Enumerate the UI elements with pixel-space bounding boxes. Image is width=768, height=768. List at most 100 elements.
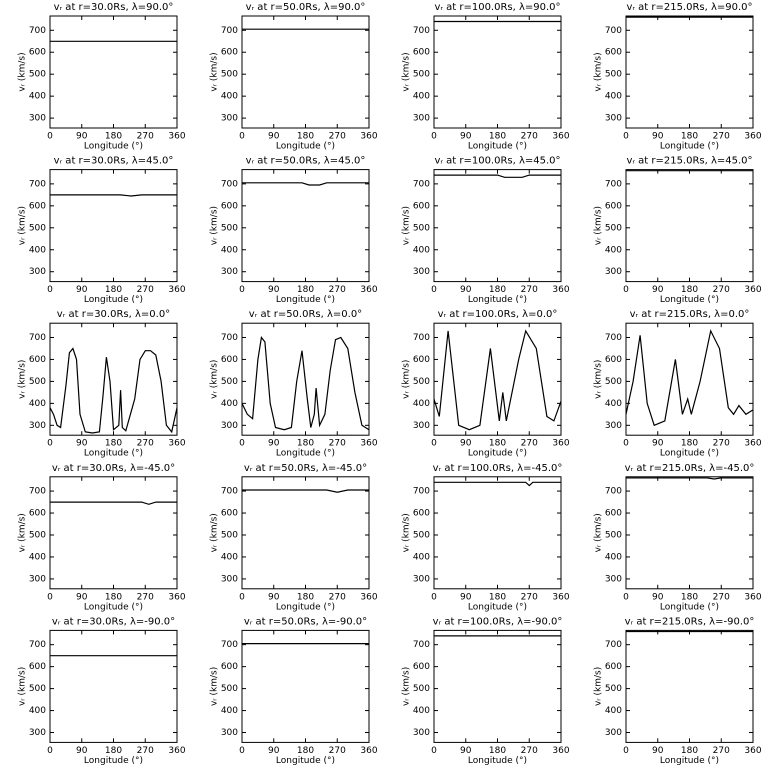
y-axis-label: vᵣ (km/s): [18, 360, 28, 399]
y-tick-label: 300: [605, 421, 622, 431]
x-tick-label: 0: [47, 285, 53, 295]
x-axis-label: Longitude (°): [84, 142, 143, 152]
y-axis-label: vᵣ (km/s): [402, 667, 412, 706]
y-axis-label: vᵣ (km/s): [594, 206, 604, 245]
x-tick-label: 360: [360, 439, 377, 449]
y-tick-label: 300: [221, 728, 238, 738]
y-tick-label: 700: [605, 487, 622, 497]
y-tick-label: 700: [413, 179, 430, 189]
x-tick-label: 270: [137, 439, 154, 449]
x-tick-label: 270: [137, 592, 154, 602]
y-tick-label: 400: [221, 706, 238, 716]
y-tick-label: 600: [221, 355, 238, 365]
plot-frame: [241, 15, 370, 129]
plot-frame: [625, 476, 754, 590]
chart-title: vᵣ at r=100.0Rs, λ=0.0°: [438, 309, 558, 320]
y-tick-label: 400: [605, 399, 622, 409]
x-tick-label: 180: [489, 439, 506, 449]
x-axis-label: Longitude (°): [468, 142, 527, 152]
x-tick-label: 270: [329, 746, 346, 756]
plot-frame: [625, 629, 754, 743]
chart-title: vᵣ at r=50.0Rs, λ=-90.0°: [244, 616, 367, 627]
y-tick-label: 300: [413, 114, 430, 124]
y-axis-label: vᵣ (km/s): [210, 206, 220, 245]
x-tick-label: 360: [552, 439, 569, 449]
x-tick-label: 180: [105, 592, 122, 602]
y-tick-label: 500: [221, 223, 238, 233]
data-line: [49, 347, 178, 434]
chart-title: vᵣ at r=215.0Rs, λ=45.0°: [626, 156, 752, 167]
chart-title: vᵣ at r=215.0Rs, λ=-45.0°: [625, 463, 755, 474]
x-tick-label: 270: [713, 592, 730, 602]
plot-frame: [241, 629, 370, 743]
chart-title: vᵣ at r=30.0Rs, λ=-45.0°: [52, 463, 175, 474]
x-tick-label: 90: [652, 592, 664, 602]
chart-title: vᵣ at r=100.0Rs, λ=45.0°: [434, 156, 560, 167]
x-axis-label: Longitude (°): [660, 295, 719, 305]
y-tick-label: 700: [221, 179, 238, 189]
y-tick-label: 600: [605, 48, 622, 58]
x-tick-label: 270: [137, 746, 154, 756]
x-tick-label: 360: [552, 746, 569, 756]
data-line: [433, 329, 562, 431]
y-tick-label: 700: [221, 487, 238, 497]
x-tick-label: 180: [681, 285, 698, 295]
y-tick-label: 400: [221, 92, 238, 102]
x-tick-label: 180: [489, 746, 506, 756]
y-tick-label: 700: [29, 487, 46, 497]
y-axis-label: vᵣ (km/s): [210, 360, 220, 399]
x-tick-label: 0: [47, 132, 53, 142]
chart-title: vᵣ at r=30.0Rs, λ=90.0°: [54, 2, 174, 13]
x-tick-label: 90: [268, 746, 280, 756]
x-tick-label: 360: [744, 132, 761, 142]
y-tick-label: 600: [605, 509, 622, 519]
y-axis-label: vᵣ (km/s): [594, 667, 604, 706]
y-tick-label: 400: [29, 245, 46, 255]
x-axis-label: Longitude (°): [660, 756, 719, 766]
data-line: [242, 489, 369, 493]
y-tick-label: 300: [29, 421, 46, 431]
x-tick-label: 270: [713, 439, 730, 449]
x-tick-label: 90: [268, 592, 280, 602]
chart-title: vᵣ at r=215.0Rs, λ=0.0°: [630, 309, 750, 320]
plot-frame: [49, 629, 178, 743]
plot-frame: [433, 476, 562, 590]
y-tick-label: 500: [413, 223, 430, 233]
x-tick-label: 0: [239, 592, 245, 602]
y-axis-label: vᵣ (km/s): [210, 513, 220, 552]
x-tick-label: 270: [329, 285, 346, 295]
data-line: [434, 481, 561, 487]
y-tick-label: 400: [221, 399, 238, 409]
x-tick-label: 0: [431, 132, 437, 142]
x-tick-label: 180: [297, 439, 314, 449]
y-axis-label: vᵣ (km/s): [402, 206, 412, 245]
x-tick-label: 0: [239, 132, 245, 142]
y-tick-label: 700: [29, 333, 46, 343]
y-tick-label: 500: [221, 530, 238, 540]
chart-title: vᵣ at r=50.0Rs, λ=-45.0°: [244, 463, 367, 474]
x-axis-label: Longitude (°): [468, 602, 527, 612]
y-tick-label: 400: [413, 92, 430, 102]
x-tick-label: 360: [360, 746, 377, 756]
x-axis-label: Longitude (°): [468, 295, 527, 305]
y-tick-label: 600: [221, 201, 238, 211]
y-tick-label: 300: [605, 728, 622, 738]
y-tick-label: 400: [413, 552, 430, 562]
x-axis-label: Longitude (°): [84, 756, 143, 766]
y-tick-label: 600: [605, 201, 622, 211]
y-tick-label: 300: [29, 574, 46, 584]
y-tick-label: 400: [221, 245, 238, 255]
x-tick-label: 0: [623, 132, 629, 142]
y-tick-label: 700: [221, 26, 238, 36]
plot-frame: [49, 322, 178, 436]
y-tick-label: 500: [29, 223, 46, 233]
y-tick-label: 600: [413, 48, 430, 58]
x-tick-label: 180: [489, 132, 506, 142]
x-tick-label: 90: [268, 285, 280, 295]
x-tick-label: 90: [76, 592, 88, 602]
y-axis-label: vᵣ (km/s): [402, 513, 412, 552]
x-tick-label: 180: [681, 746, 698, 756]
x-tick-label: 90: [268, 439, 280, 449]
y-tick-label: 400: [605, 92, 622, 102]
x-tick-label: 360: [552, 592, 569, 602]
